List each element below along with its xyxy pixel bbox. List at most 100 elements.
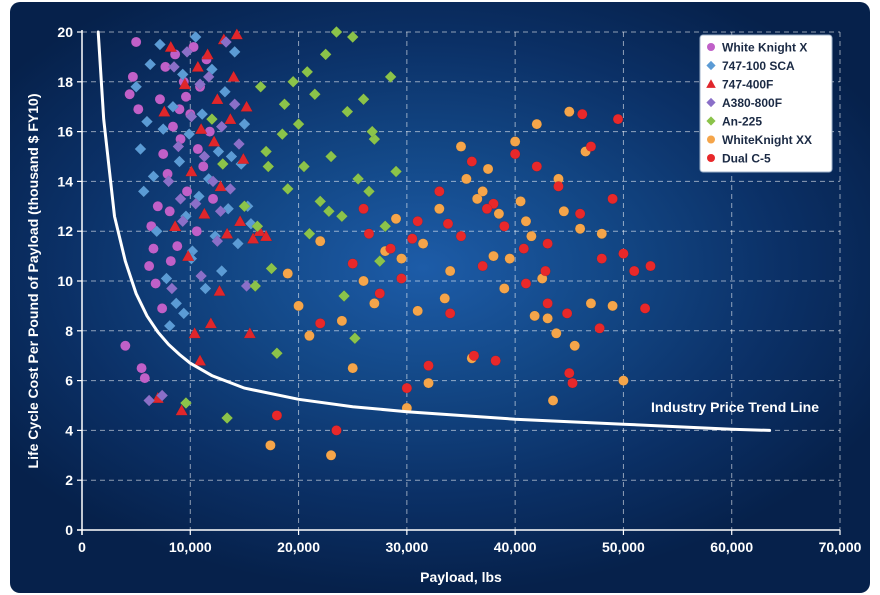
point-dual-c-5 bbox=[396, 273, 407, 284]
point-whiteknight-xx bbox=[471, 193, 483, 205]
point-white-knight-x bbox=[191, 225, 203, 237]
legend-marker bbox=[707, 43, 715, 51]
point-whiteknight-xx bbox=[504, 253, 515, 264]
y-tick-label: 12 bbox=[57, 223, 73, 239]
point-747-400f bbox=[191, 60, 205, 72]
point-white-knight-x bbox=[172, 240, 183, 252]
point-a380-800f bbox=[185, 110, 198, 123]
point-whiteknight-xx bbox=[551, 328, 562, 339]
point-whiteknight-xx bbox=[423, 377, 434, 389]
point-white-knight-x bbox=[130, 36, 142, 48]
point-a380-800f bbox=[219, 35, 233, 49]
point-white-knight-x bbox=[165, 255, 177, 267]
point-an-225 bbox=[270, 347, 284, 360]
y-tick-label: 4 bbox=[65, 422, 73, 438]
point-a380-800f bbox=[176, 215, 189, 228]
point-747-400f bbox=[259, 229, 273, 242]
point-whiteknight-xx bbox=[488, 250, 499, 262]
point-dual-c-5 bbox=[363, 228, 375, 239]
point-whiteknight-xx bbox=[265, 440, 276, 451]
point-747-100-sca bbox=[228, 45, 241, 59]
point-whiteknight-xx bbox=[569, 340, 580, 351]
point-747-400f bbox=[193, 354, 207, 366]
point-whiteknight-xx bbox=[282, 268, 293, 279]
point-dual-c-5 bbox=[585, 141, 597, 152]
point-whiteknight-xx bbox=[596, 228, 608, 239]
point-whiteknight-xx bbox=[412, 305, 423, 317]
point-white-knight-x bbox=[156, 303, 168, 314]
point-white-knight-x bbox=[143, 260, 155, 272]
point-dual-c-5 bbox=[490, 355, 501, 366]
x-tick-label: 20,000 bbox=[277, 539, 320, 555]
point-dual-c-5 bbox=[542, 298, 553, 309]
point-dual-c-5 bbox=[481, 203, 493, 215]
point-dual-c-5 bbox=[574, 208, 586, 220]
point-747-400f bbox=[164, 40, 178, 52]
point-white-knight-x bbox=[164, 206, 175, 217]
point-747-400f bbox=[184, 164, 198, 177]
point-white-knight-x bbox=[124, 89, 135, 100]
y-tick-label: 8 bbox=[65, 323, 73, 339]
point-dual-c-5 bbox=[567, 377, 578, 389]
legend-marker bbox=[706, 116, 716, 126]
point-dual-c-5 bbox=[594, 323, 605, 334]
point-a380-800f bbox=[232, 137, 246, 151]
y-tick-label: 2 bbox=[65, 472, 73, 488]
point-747-100-sca bbox=[150, 225, 163, 238]
point-747-400f bbox=[168, 219, 182, 232]
point-whiteknight-xx bbox=[547, 395, 559, 406]
point-747-100-sca bbox=[147, 170, 160, 183]
point-whiteknight-xx bbox=[314, 235, 326, 247]
point-dual-c-5 bbox=[612, 113, 624, 125]
point-747-100-sca bbox=[170, 297, 183, 310]
point-747-100-sca bbox=[218, 85, 232, 98]
trend-line-label: Industry Price Trend Line bbox=[651, 399, 819, 415]
point-dual-c-5 bbox=[553, 181, 564, 192]
point-white-knight-x bbox=[150, 278, 161, 289]
point-dual-c-5 bbox=[618, 248, 629, 259]
point-an-225 bbox=[205, 113, 219, 126]
point-747-100-sca bbox=[173, 155, 186, 168]
point-dual-c-5 bbox=[520, 278, 532, 289]
point-an-225 bbox=[278, 98, 291, 111]
point-whiteknight-xx bbox=[542, 313, 553, 324]
point-whiteknight-xx bbox=[417, 238, 429, 249]
y-tick-label: 20 bbox=[57, 24, 73, 40]
point-747-100-sca bbox=[137, 185, 150, 198]
y-tick-labels: 0 2 4 6 8 10 12 14 16 18 20 bbox=[57, 24, 82, 538]
point-747-100-sca bbox=[176, 68, 189, 81]
point-whiteknight-xx bbox=[574, 223, 586, 234]
point-an-225 bbox=[337, 289, 351, 303]
point-a380-800f bbox=[202, 70, 215, 83]
point-an-225 bbox=[341, 105, 354, 118]
point-whiteknight-xx bbox=[444, 265, 456, 277]
point-747-400f bbox=[233, 214, 247, 227]
point-an-225 bbox=[324, 150, 338, 163]
point-747-400f bbox=[201, 47, 215, 60]
point-dual-c-5 bbox=[468, 350, 480, 361]
point-whiteknight-xx bbox=[358, 275, 369, 287]
point-a380-800f bbox=[167, 60, 181, 73]
x-axis-title: Payload, lbs bbox=[420, 569, 502, 585]
point-dual-c-5 bbox=[542, 238, 553, 249]
x-tick-label: 0 bbox=[78, 539, 86, 555]
point-747-400f bbox=[236, 152, 250, 165]
point-747-100-sca bbox=[160, 272, 173, 285]
point-dual-c-5 bbox=[577, 108, 588, 120]
point-747-400f bbox=[194, 122, 208, 135]
point-an-225 bbox=[348, 332, 361, 345]
axes bbox=[77, 30, 840, 535]
point-white-knight-x bbox=[188, 41, 199, 53]
point-747-400f bbox=[207, 135, 221, 147]
point-a380-800f bbox=[214, 205, 227, 218]
point-an-225 bbox=[379, 220, 392, 233]
point-dual-c-5 bbox=[407, 233, 418, 244]
point-dual-c-5 bbox=[499, 220, 510, 232]
legend-marker bbox=[707, 135, 715, 144]
point-white-knight-x bbox=[192, 143, 204, 155]
point-dual-c-5 bbox=[561, 308, 573, 319]
point-an-225 bbox=[314, 195, 327, 208]
point-an-225 bbox=[249, 279, 262, 293]
point-dual-c-5 bbox=[374, 288, 386, 299]
